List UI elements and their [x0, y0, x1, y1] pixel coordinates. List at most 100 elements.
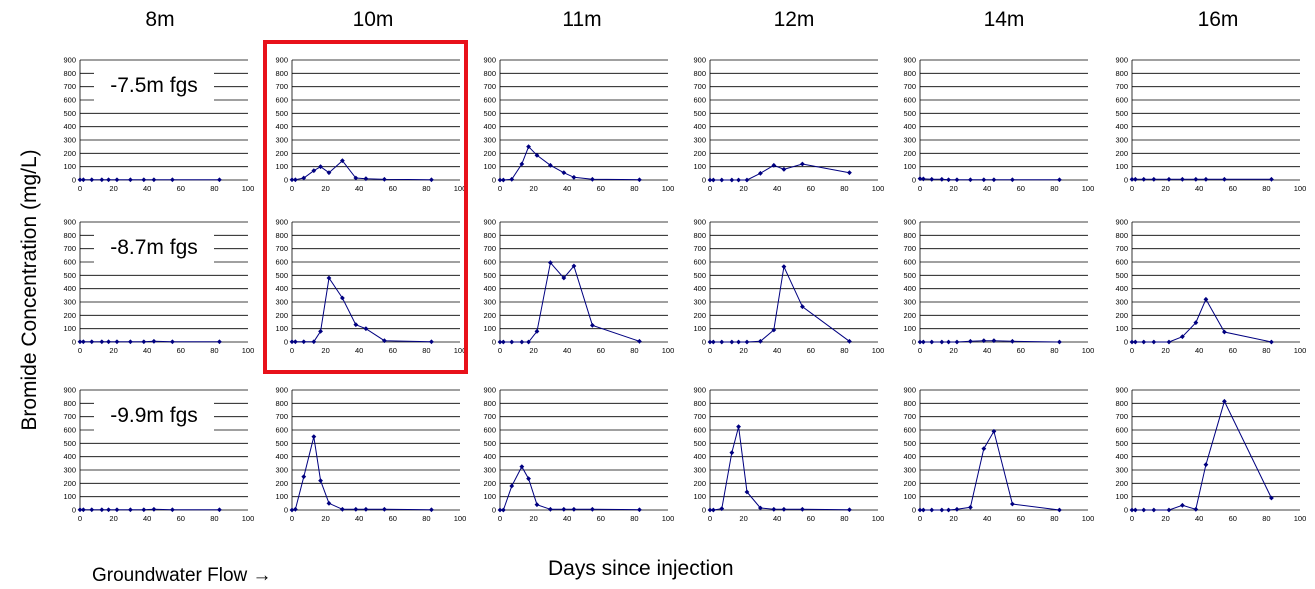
x-tick-label: 20 [529, 184, 537, 193]
data-point [318, 328, 323, 334]
y-tick-label: 100 [1115, 492, 1128, 501]
data-point [497, 177, 503, 183]
row-label: -8.7m fgs [110, 236, 198, 259]
data-point [1222, 329, 1227, 335]
y-tick-label: 400 [903, 284, 916, 293]
y-tick-label: 500 [483, 439, 496, 448]
column-title-12m: 12m [773, 8, 815, 31]
data-point [729, 339, 735, 345]
data-point [509, 339, 515, 345]
data-point [954, 339, 960, 345]
row-label: -9.9m fgs [110, 404, 198, 427]
data-point [363, 176, 369, 182]
y-tick-label: 100 [63, 492, 76, 501]
y-tick-label: 700 [1115, 244, 1128, 253]
data-point [534, 152, 540, 158]
x-tick-label: 80 [210, 514, 218, 523]
x-tick-label: 60 [389, 184, 397, 193]
data-point [637, 507, 642, 513]
series-line [500, 465, 640, 511]
data-point [326, 500, 332, 506]
y-tick-label: 500 [63, 439, 76, 448]
x-tick-label: 60 [1229, 346, 1237, 355]
data-point [363, 506, 369, 512]
data-point [500, 177, 506, 183]
data-point [311, 339, 317, 345]
data-point [106, 177, 111, 183]
data-point [1141, 507, 1147, 513]
x-tick-label: 20 [109, 184, 117, 193]
y-tick-label: 0 [1124, 506, 1128, 515]
panel-8m-row2: 0 100 200 300 400 500 600 700 800 900 0 20 40 60 80 100… [63, 218, 254, 356]
y-tick-label: 300 [483, 298, 496, 307]
x-tick-label: 100 [242, 346, 255, 355]
row-label-background [94, 396, 214, 432]
x-tick-label: 100 [1294, 346, 1307, 355]
y-tick-label: 0 [284, 176, 288, 185]
data-point [326, 170, 332, 176]
y-tick-label: 500 [1115, 109, 1128, 118]
data-point [771, 327, 777, 333]
data-point [1057, 507, 1062, 513]
y-tick-label: 600 [483, 258, 496, 267]
data-point [128, 339, 133, 345]
y-tick-label: 500 [903, 439, 916, 448]
data-point [939, 176, 945, 182]
y-tick-label: 600 [275, 258, 288, 267]
data-point [534, 328, 540, 334]
x-tick-label: 40 [355, 514, 363, 523]
x-tick-label: 0 [78, 184, 82, 193]
x-tick-label: 80 [630, 346, 638, 355]
column-title-14m: 14m [983, 8, 1025, 31]
y-tick-label: 600 [63, 96, 76, 105]
series-line [710, 265, 850, 343]
y-tick-label: 0 [702, 338, 706, 347]
panel-12m-row3: 0 100 200 300 400 500 600 700 800 900 0 20 40 60 80 100 [693, 386, 884, 524]
x-tick-label: 80 [1050, 184, 1058, 193]
data-point [311, 168, 317, 174]
data-point [114, 339, 120, 345]
y-tick-label: 900 [275, 386, 288, 395]
data-point [917, 176, 923, 182]
y-tick-label: 600 [275, 426, 288, 435]
data-point [318, 164, 323, 170]
y-tick-label: 400 [693, 122, 706, 131]
y-tick-label: 400 [903, 122, 916, 131]
x-tick-label: 0 [498, 514, 502, 523]
panel-10m-row3: 0 100 200 300 400 500 600 700 800 900 0 20 40 60 80 100 [275, 386, 466, 524]
data-point [929, 507, 935, 513]
data-point [77, 177, 83, 183]
data-point [991, 338, 997, 344]
y-tick-label: 500 [483, 271, 496, 280]
x-tick-label: 20 [949, 514, 957, 523]
panel-16m-row1: 0 100 200 300 400 500 600 700 800 900 0 20 40 60 80 100 [1115, 56, 1306, 194]
y-tick-label: 500 [1115, 439, 1128, 448]
y-tick-label: 300 [693, 298, 706, 307]
y-tick-label: 700 [483, 244, 496, 253]
data-point [301, 339, 307, 345]
y-tick-label: 800 [275, 231, 288, 240]
data-point [917, 507, 923, 513]
data-point [981, 446, 987, 452]
x-tick-label: 80 [210, 346, 218, 355]
x-tick-label: 60 [177, 184, 185, 193]
x-tick-label: 100 [1082, 514, 1095, 523]
x-tick-label: 60 [1017, 184, 1025, 193]
data-point [847, 507, 852, 513]
x-tick-label: 60 [807, 184, 815, 193]
panel-10m-row2: 0 100 200 300 400 500 600 700 800 900 0 20 40 60 80 100 [275, 218, 466, 356]
data-point [1180, 502, 1185, 508]
y-tick-label: 700 [63, 412, 76, 421]
y-tick-label: 900 [483, 386, 496, 395]
y-tick-label: 300 [63, 298, 76, 307]
column-title-16m: 16m [1197, 8, 1239, 31]
data-point [80, 339, 86, 345]
data-point [106, 507, 111, 513]
data-point [719, 506, 725, 512]
y-tick-label: 0 [284, 338, 288, 347]
data-point [968, 504, 973, 510]
y-tick-label: 600 [1115, 258, 1128, 267]
x-tick-label: 0 [78, 514, 82, 523]
data-point [707, 339, 713, 345]
y-tick-label: 500 [275, 271, 288, 280]
